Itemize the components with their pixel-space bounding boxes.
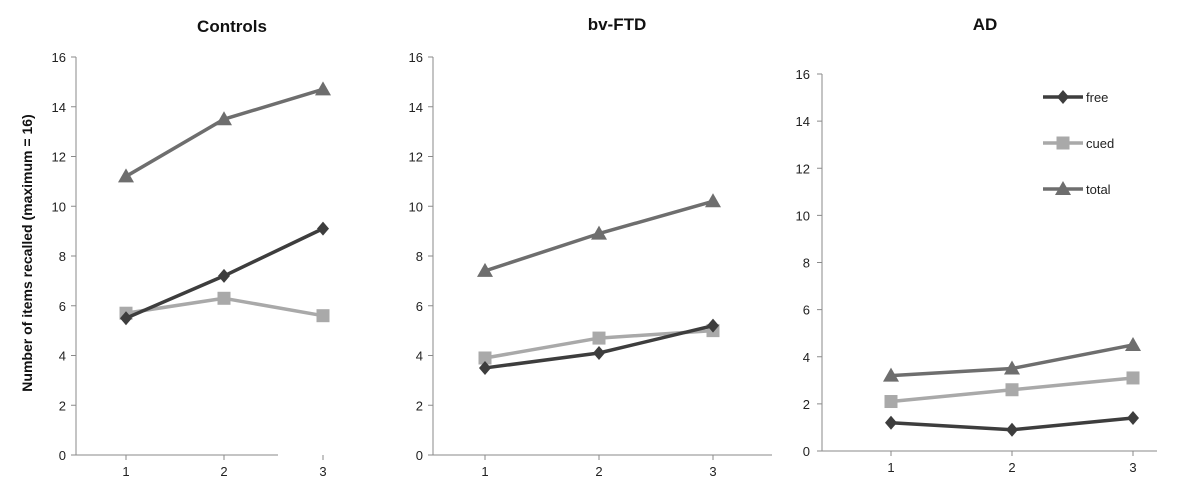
- y-tick-label: 14: [796, 114, 810, 129]
- legend-label-free: free: [1086, 90, 1108, 105]
- data-point-free: [120, 311, 132, 326]
- x-tick-label: 1: [887, 460, 894, 475]
- x-tick-label: 1: [481, 464, 488, 479]
- data-point-total: [1125, 336, 1141, 351]
- y-tick-label: 8: [59, 249, 66, 264]
- y-tick-label: 8: [416, 249, 423, 264]
- legend-label-cued: cued: [1086, 136, 1114, 151]
- data-point-free: [1006, 422, 1018, 437]
- data-point-cued: [1005, 383, 1019, 397]
- y-axis-label: Number of items recalled (maximum = 16): [19, 114, 35, 391]
- data-point-free: [593, 346, 605, 361]
- y-tick-label: 10: [409, 199, 423, 214]
- y-tick-label: 6: [803, 303, 810, 318]
- y-tick-label: 16: [796, 67, 810, 82]
- y-tick-label: 0: [803, 444, 810, 459]
- y-tick-label: 4: [416, 349, 423, 364]
- y-tick-label: 0: [416, 448, 423, 463]
- y-tick-label: 8: [803, 256, 810, 271]
- y-tick-label: 2: [803, 397, 810, 412]
- x-tick-label: 3: [1129, 460, 1136, 475]
- y-tick-label: 4: [803, 350, 810, 365]
- chart-title-controls: Controls: [197, 17, 267, 36]
- y-tick-label: 14: [409, 100, 423, 115]
- data-point-total: [118, 168, 134, 183]
- data-point-total: [315, 81, 331, 96]
- chart-title-ad: AD: [973, 15, 998, 34]
- y-tick-label: 16: [409, 50, 423, 65]
- data-point-free: [479, 360, 491, 375]
- data-point-free: [707, 318, 719, 333]
- data-point-cued: [884, 395, 898, 409]
- y-tick-label: 2: [416, 398, 423, 413]
- x-tick-label: 1: [122, 464, 129, 479]
- y-tick-label: 10: [52, 199, 66, 214]
- y-tick-label: 16: [52, 50, 66, 65]
- y-tick-label: 4: [59, 349, 66, 364]
- x-tick-label: 2: [595, 464, 602, 479]
- x-tick-label: 2: [1008, 460, 1015, 475]
- y-tick-label: 0: [59, 448, 66, 463]
- chart-title-bv-ftd: bv-FTD: [588, 15, 647, 34]
- data-point-total: [705, 193, 721, 208]
- legend-marker-total: [1055, 181, 1071, 195]
- data-point-free: [885, 415, 897, 430]
- y-tick-label: 6: [59, 299, 66, 314]
- data-point-cued: [316, 309, 330, 323]
- data-point-cued: [1126, 371, 1140, 385]
- y-tick-label: 6: [416, 299, 423, 314]
- x-tick-label: 3: [319, 464, 326, 479]
- y-tick-label: 12: [409, 150, 423, 165]
- data-point-free: [1127, 411, 1139, 426]
- x-tick-label: 2: [220, 464, 227, 479]
- data-point-total: [216, 111, 232, 126]
- y-tick-label: 14: [52, 100, 66, 115]
- x-tick-label: 3: [709, 464, 716, 479]
- data-point-total: [477, 262, 493, 277]
- y-tick-label: 10: [796, 208, 810, 223]
- data-point-total: [883, 367, 899, 382]
- y-tick-label: 12: [52, 150, 66, 165]
- y-tick-label: 2: [59, 398, 66, 413]
- y-tick-label: 12: [796, 161, 810, 176]
- legend-marker-cued: [1056, 136, 1070, 150]
- data-point-cued: [592, 331, 606, 345]
- data-point-cued: [478, 351, 492, 365]
- series-line-total: [125, 87, 324, 178]
- data-point-total: [591, 225, 607, 240]
- data-point-free: [218, 268, 230, 283]
- data-point-cued: [217, 291, 231, 305]
- legend-label-total: total: [1086, 182, 1111, 197]
- data-point-free: [317, 221, 329, 236]
- legend-marker-free: [1057, 90, 1069, 104]
- legend: free cued total: [1043, 90, 1114, 197]
- data-point-total: [1004, 360, 1020, 375]
